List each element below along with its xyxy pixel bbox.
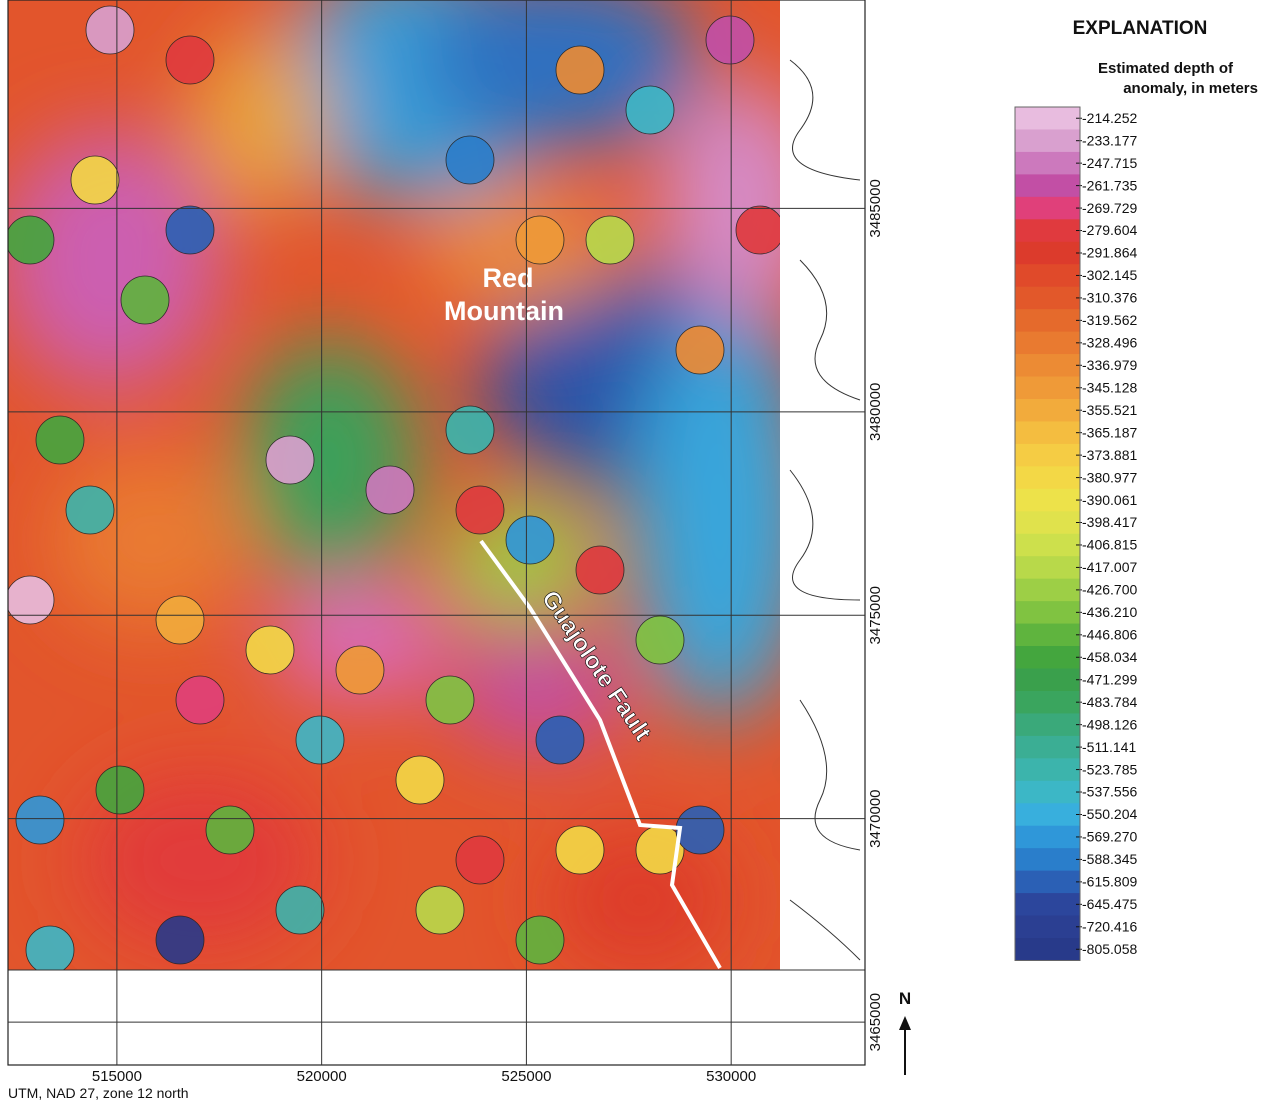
legend-swatch [1015,287,1080,310]
legend-swatch [1015,713,1080,736]
legend-label: -261.735 [1082,177,1137,193]
legend-label: -523.785 [1082,761,1137,777]
legend-swatch [1015,871,1080,894]
legend-swatch [1015,758,1080,781]
legend-swatch [1015,848,1080,871]
x-tick-label: 515000 [92,1068,142,1085]
legend-swatch [1015,534,1080,557]
legend-swatch [1015,916,1080,939]
legend-swatch [1015,466,1080,489]
y-tick-label: 3475000 [867,586,884,644]
legend-swatch [1015,309,1080,332]
x-tick-label: 530000 [706,1068,756,1085]
legend-label: -279.604 [1082,222,1137,238]
legend-swatch [1015,377,1080,400]
legend-label: -310.376 [1082,290,1137,306]
legend-label: -645.475 [1082,896,1137,912]
legend-label: -390.061 [1082,492,1137,508]
legend-swatch [1015,624,1080,647]
legend-swatch [1015,781,1080,804]
legend-label: -345.128 [1082,379,1137,395]
legend-label: -426.700 [1082,582,1137,598]
legend-label: -328.496 [1082,335,1137,351]
legend-swatch [1015,264,1080,287]
legend-swatch [1015,219,1080,242]
legend-label: -471.299 [1082,671,1137,687]
legend-label: -458.034 [1082,649,1137,665]
place-label: Red [482,263,533,293]
legend-label: -550.204 [1082,806,1137,822]
legend-label: -569.270 [1082,829,1137,845]
legend-label: -398.417 [1082,514,1137,530]
legend-swatch [1015,107,1080,130]
legend-swatch [1015,579,1080,602]
legend-swatch [1015,421,1080,444]
y-tick-label: 3485000 [867,179,884,237]
map-figure: Red Mountain Guajolote Fault N UTM, NAD … [0,0,1263,1103]
projection-note: UTM, NAD 27, zone 12 north [8,1085,189,1101]
legend-label: -365.187 [1082,424,1137,440]
legend-label: -588.345 [1082,851,1137,867]
legend-label: -720.416 [1082,918,1137,934]
legend-swatch [1015,893,1080,916]
legend-label: -417.007 [1082,559,1137,575]
legend-swatch [1015,399,1080,422]
y-tick-label: 3470000 [867,789,884,847]
legend-swatch [1015,152,1080,175]
x-tick-label: 525000 [501,1068,551,1085]
legend-label: -336.979 [1082,357,1137,373]
legend-swatch [1015,646,1080,669]
legend-label: -436.210 [1082,604,1137,620]
legend-swatch [1015,669,1080,692]
legend-swatch [1015,938,1080,961]
legend-label: -319.562 [1082,312,1137,328]
legend-swatch [1015,354,1080,377]
legend-swatch [1015,511,1080,534]
legend-swatch [1015,803,1080,826]
legend-swatch [1015,691,1080,714]
legend-label: -406.815 [1082,537,1137,553]
legend-swatch [1015,197,1080,220]
legend-label: -269.729 [1082,200,1137,216]
legend-swatch [1015,601,1080,624]
geology-lines [790,60,860,960]
legend-swatch [1015,129,1080,152]
north-arrowhead [899,1016,911,1030]
legend-swatch [1015,736,1080,759]
legend-label: -446.806 [1082,627,1137,643]
legend-label: -291.864 [1082,245,1137,261]
legend-swatch [1015,444,1080,467]
legend-swatch [1015,332,1080,355]
legend-label: -615.809 [1082,874,1137,890]
x-tick-label: 520000 [297,1068,347,1085]
legend-swatch [1015,556,1080,579]
legend-swatch [1015,489,1080,512]
legend-label: -302.145 [1082,267,1137,283]
legend-label: -373.881 [1082,447,1137,463]
legend-label: -537.556 [1082,784,1137,800]
legend-subtitle: anomaly, in meters [1123,80,1258,97]
legend-subtitle: Estimated depth of [1098,60,1234,77]
raster [0,0,820,974]
legend-label: -805.058 [1082,941,1137,957]
legend-label: -511.141 [1082,739,1136,755]
y-tick-label: 3465000 [867,993,884,1051]
north-label: N [899,989,911,1008]
legend-label: -380.977 [1082,469,1137,485]
legend-label: -483.784 [1082,694,1137,710]
legend-label: -247.715 [1082,155,1137,171]
legend-label: -233.177 [1082,132,1137,148]
legend-label: -498.126 [1082,716,1137,732]
page: Red Mountain Guajolote Fault N UTM, NAD … [0,0,1263,1103]
legend-label: -355.521 [1082,402,1137,418]
legend-label: -214.252 [1082,110,1137,126]
y-tick-label: 3480000 [867,383,884,441]
place-label: Mountain [444,296,564,326]
legend-swatch [1015,174,1080,197]
legend-swatch [1015,242,1080,265]
legend-title: EXPLANATION [1073,18,1208,39]
legend-swatch [1015,826,1080,849]
